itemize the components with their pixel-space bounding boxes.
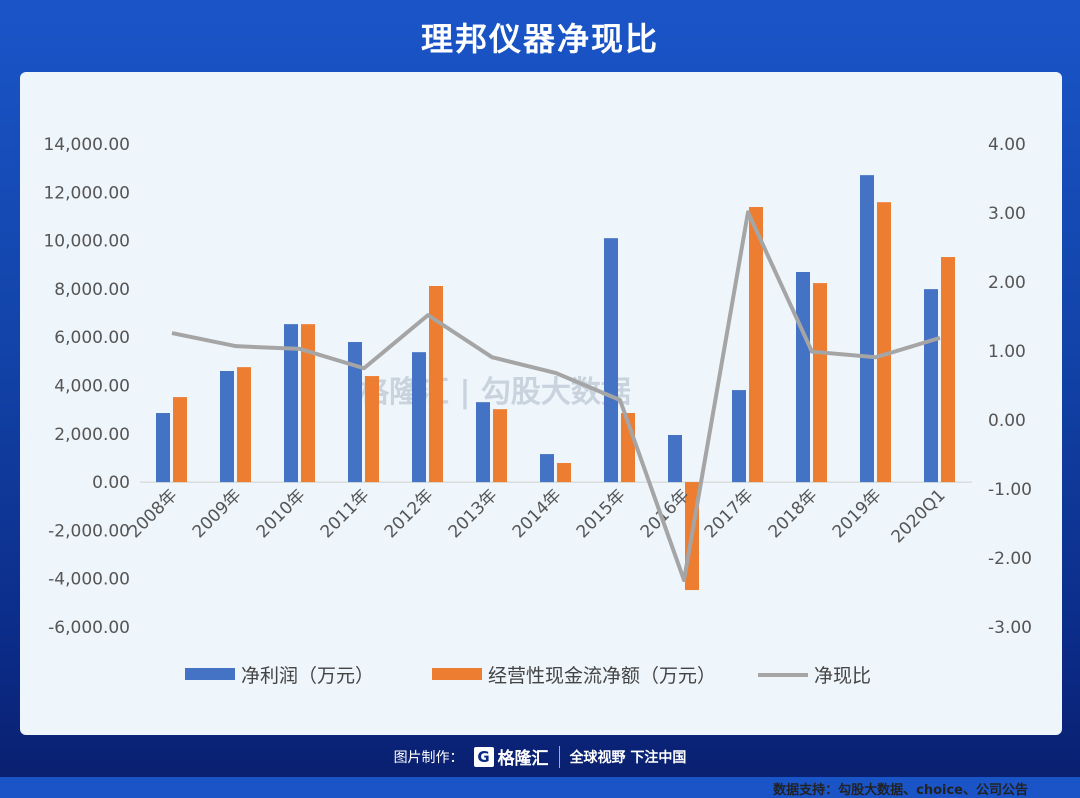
chart: 14,000.00 12,000.00 10,000.00 8,000.00 6,000…: [20, 72, 1062, 735]
legend-label: 经营性现金流净额（万元）: [488, 665, 716, 687]
left-tick-label: 14,000.00: [43, 135, 130, 155]
bar-net-profit: [540, 454, 554, 482]
x-tick-label: 2014年: [509, 485, 566, 542]
x-tick-label: 2020Q1: [888, 485, 950, 547]
source-note: 数据支持：勾股大数据、choice、公司公告: [773, 779, 1028, 798]
left-tick-label: 6,000.00: [54, 328, 130, 348]
x-tick-label: 2017年: [701, 485, 758, 542]
bar-net-profit: [668, 435, 682, 482]
bar-net-profit: [732, 390, 746, 482]
left-tick-label: -2,000.00: [48, 521, 130, 541]
x-tick-label: 2013年: [445, 485, 502, 542]
footer-slogan: 全球视野 下注中国: [570, 747, 687, 767]
legend-swatch: [432, 668, 482, 680]
x-tick-label: 2015年: [573, 485, 630, 542]
bar-operating-cashflow: [237, 367, 251, 482]
right-tick-label: 0.00: [988, 411, 1026, 431]
bar-operating-cashflow: [813, 283, 827, 482]
x-tick-label: 2018年: [765, 485, 822, 542]
bar-operating-cashflow: [877, 202, 891, 482]
bar-net-profit: [156, 413, 170, 482]
right-tick-label: 1.00: [988, 342, 1026, 362]
legend-swatch: [185, 668, 235, 680]
left-tick-label: 12,000.00: [43, 183, 130, 203]
bar-operating-cashflow: [557, 463, 571, 482]
x-tick-label: 2008年: [125, 485, 182, 542]
chart-panel: 14,000.00 12,000.00 10,000.00 8,000.00 6,000…: [20, 72, 1062, 735]
right-tick-label: -1.00: [988, 480, 1032, 500]
bar-operating-cashflow: [173, 397, 187, 482]
bar-operating-cashflow: [365, 376, 379, 482]
right-tick-label: -2.00: [988, 549, 1032, 569]
right-tick-label: -3.00: [988, 618, 1032, 638]
page-title: 理邦仪器净现比: [0, 14, 1080, 60]
x-tick-label: 2011年: [317, 485, 374, 542]
right-tick-label: 2.00: [988, 273, 1026, 293]
left-tick-label: 8,000.00: [54, 280, 130, 300]
bar-operating-cashflow: [941, 257, 955, 482]
bar-operating-cashflow: [749, 207, 763, 482]
footer-divider: [559, 746, 560, 768]
logo-g-icon: G: [474, 747, 494, 767]
left-tick-label: -6,000.00: [48, 618, 130, 638]
bar-operating-cashflow: [493, 409, 507, 482]
bar-net-profit: [220, 371, 234, 482]
bar-net-profit: [860, 175, 874, 482]
footer-logo-text: 格隆汇: [498, 744, 549, 769]
x-tick-label: 2019年: [829, 485, 886, 542]
right-tick-label: 3.00: [988, 204, 1026, 224]
footer-label: 图片制作：: [394, 747, 464, 767]
left-tick-label: -4,000.00: [48, 570, 130, 590]
bar-net-profit: [796, 272, 810, 482]
legend-label: 净利润（万元）: [241, 665, 374, 687]
legend-label: 净现比: [814, 665, 871, 687]
bar-net-profit: [476, 402, 490, 482]
x-tick-label: 2010年: [253, 485, 310, 542]
left-tick-label: 0.00: [92, 473, 130, 493]
left-tick-label: 10,000.00: [43, 232, 130, 252]
bar-net-profit: [412, 352, 426, 482]
bar-net-profit: [604, 238, 618, 482]
watermark: 格隆汇 | 勾股大数据: [359, 375, 631, 410]
right-tick-label: 4.00: [988, 135, 1026, 155]
x-tick-label: 2012年: [381, 485, 438, 542]
left-tick-label: 4,000.00: [54, 377, 130, 397]
left-tick-label: 2,000.00: [54, 425, 130, 445]
x-tick-label: 2009年: [189, 485, 246, 542]
bar-net-profit: [924, 289, 938, 482]
